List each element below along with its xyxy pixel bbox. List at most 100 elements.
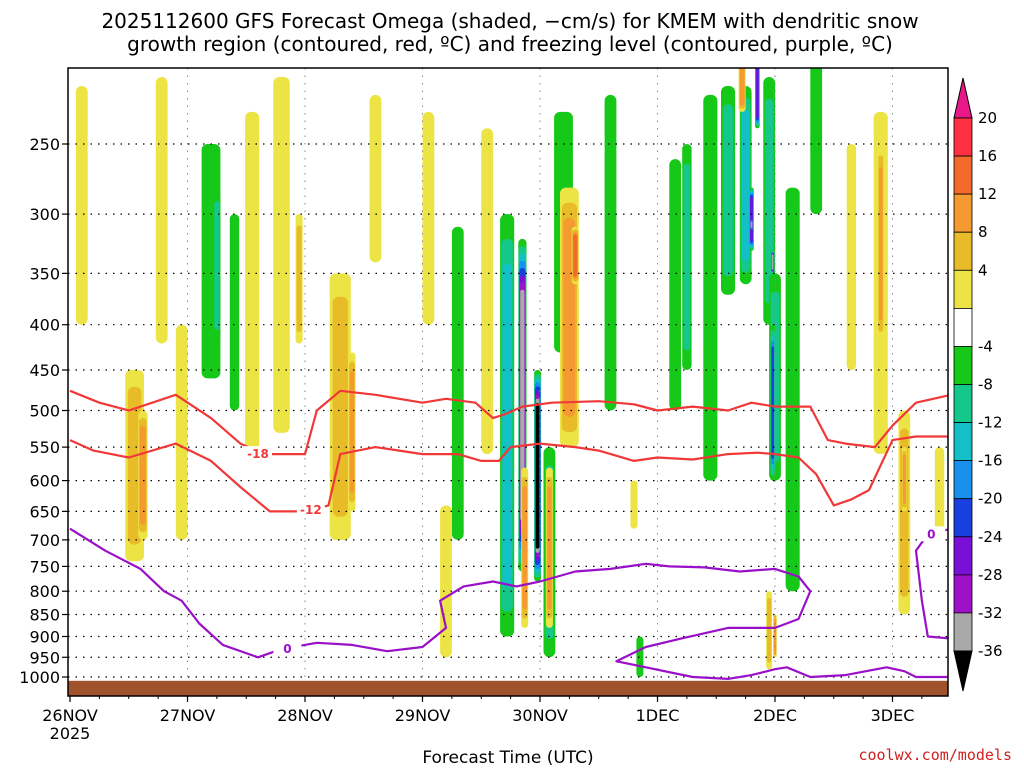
- freezing-level-contour: [69, 527, 948, 680]
- x-tick-label: 1DEC: [636, 706, 680, 725]
- y-tick-label: 550: [29, 438, 60, 457]
- colorbar-bin: [953, 307, 973, 347]
- colorbar-bin: [953, 460, 973, 500]
- omega-cell: [502, 263, 512, 588]
- y-tick-label: 450: [29, 361, 60, 380]
- omega-cell: [229, 214, 240, 411]
- colorbar-label: -36: [978, 642, 1003, 660]
- colorbar-label: -8: [978, 376, 993, 394]
- omega-cell: [155, 77, 168, 344]
- colorbar-label: -16: [978, 452, 1003, 470]
- colorbar-under-triangle: [953, 650, 973, 692]
- dgz-contour: [69, 389, 948, 456]
- omega-cell: [349, 371, 355, 493]
- colorbar-label: -24: [978, 528, 1003, 546]
- omega-cell: [481, 128, 494, 455]
- omega-cell: [771, 346, 774, 459]
- omega-cell: [604, 94, 617, 411]
- omega-cell: [750, 221, 753, 228]
- colorbar-bin: [953, 422, 973, 462]
- colorbar-label: -4: [978, 337, 993, 355]
- colorbar-label: 4: [978, 261, 988, 279]
- y-tick-label: 500: [29, 402, 60, 421]
- contour-label-bg: [273, 641, 302, 657]
- x-tick-sublabel: 2025: [50, 724, 91, 743]
- omega-cell: [451, 226, 464, 540]
- y-tick-label: 350: [29, 264, 60, 283]
- omega-cell: [630, 480, 638, 529]
- x-tick-label: 3DEC: [871, 706, 915, 725]
- contour-label: -18: [247, 447, 269, 461]
- colorbar-bin: [953, 193, 973, 233]
- dgz-contour: [69, 435, 948, 513]
- omega-cell: [741, 109, 750, 261]
- omega-cell: [846, 144, 857, 370]
- omega-cell: [127, 386, 142, 545]
- plot-frame: [67, 67, 949, 697]
- contour-label: 0: [283, 642, 291, 656]
- colorbar-bin: [953, 117, 973, 157]
- omega-cell: [750, 196, 753, 242]
- omega-cell: [739, 68, 745, 106]
- y-tick-label: 900: [29, 627, 60, 646]
- omega-cell: [636, 636, 644, 677]
- colorbar-label: -12: [978, 414, 1003, 432]
- omega-cell: [669, 159, 682, 411]
- omega-cell: [785, 187, 800, 592]
- contours: -18 -12 0 0: [69, 389, 948, 680]
- omega-cell: [175, 324, 188, 540]
- x-tick-label: 2DEC: [753, 706, 797, 725]
- chart-title-line1: 2025112600 GFS Forecast Omega (shaded, −…: [101, 9, 918, 33]
- colorbar-label: 12: [978, 185, 997, 203]
- omega-cell: [245, 111, 260, 455]
- colorbar-label: 8: [978, 223, 988, 241]
- omega-cell: [296, 225, 302, 333]
- omega-cell: [756, 68, 759, 119]
- colorbar-bin: [953, 384, 973, 423]
- x-tick-label: 27NOV: [160, 706, 216, 725]
- omega-cell: [902, 454, 906, 504]
- credit-text: coolwx.com/models: [858, 746, 1012, 764]
- contour-label: 0: [927, 527, 935, 541]
- colorbar-label: 16: [978, 147, 997, 165]
- contour-label-bg: [917, 526, 946, 542]
- contour-label-bg: [244, 446, 272, 462]
- colorbar-label: -28: [978, 566, 1003, 584]
- omega-cell: [573, 234, 578, 277]
- omega-cell: [520, 289, 525, 521]
- terrain-band: [68, 680, 948, 696]
- omega-cell: [722, 104, 734, 277]
- omega-cell: [440, 505, 452, 658]
- x-tick-label: 28NOV: [277, 706, 333, 725]
- colorbar-bin: [953, 345, 973, 385]
- y-tick-label: 250: [29, 135, 60, 154]
- contour-label-bg: [296, 502, 325, 518]
- omega-cell: [75, 86, 88, 325]
- y-tick-label: 700: [29, 531, 60, 550]
- omega-cell: [422, 111, 435, 325]
- omega-cell: [878, 167, 883, 321]
- omega-cell: [771, 254, 774, 270]
- omega-cell: [767, 598, 772, 663]
- colorbar-bin: [953, 536, 973, 576]
- colorbar-label: -20: [978, 490, 1003, 508]
- y-axis: 250 300 350 400 450 500 550 600 650 700 750 800 850 9…: [19, 135, 68, 687]
- terrain-fill: [68, 680, 948, 696]
- colorbar-bin: [953, 498, 973, 538]
- omega-cell: [139, 425, 146, 525]
- x-tick-label: 29NOV: [395, 706, 451, 725]
- colorbar-bin: [953, 612, 973, 652]
- y-tick-label: 800: [29, 582, 60, 601]
- colorbar-label: 20: [978, 109, 997, 127]
- omega-cell: [369, 94, 382, 263]
- colorbar-bin: [953, 155, 973, 195]
- colorbar-bin: [953, 231, 973, 271]
- omega-cell: [934, 447, 945, 540]
- y-tick-label: 600: [29, 472, 60, 491]
- colorbar-bin: [953, 574, 973, 614]
- omega-cell: [703, 94, 718, 481]
- y-tick-label: 850: [29, 606, 60, 625]
- colorbar-over-triangle: [953, 77, 973, 119]
